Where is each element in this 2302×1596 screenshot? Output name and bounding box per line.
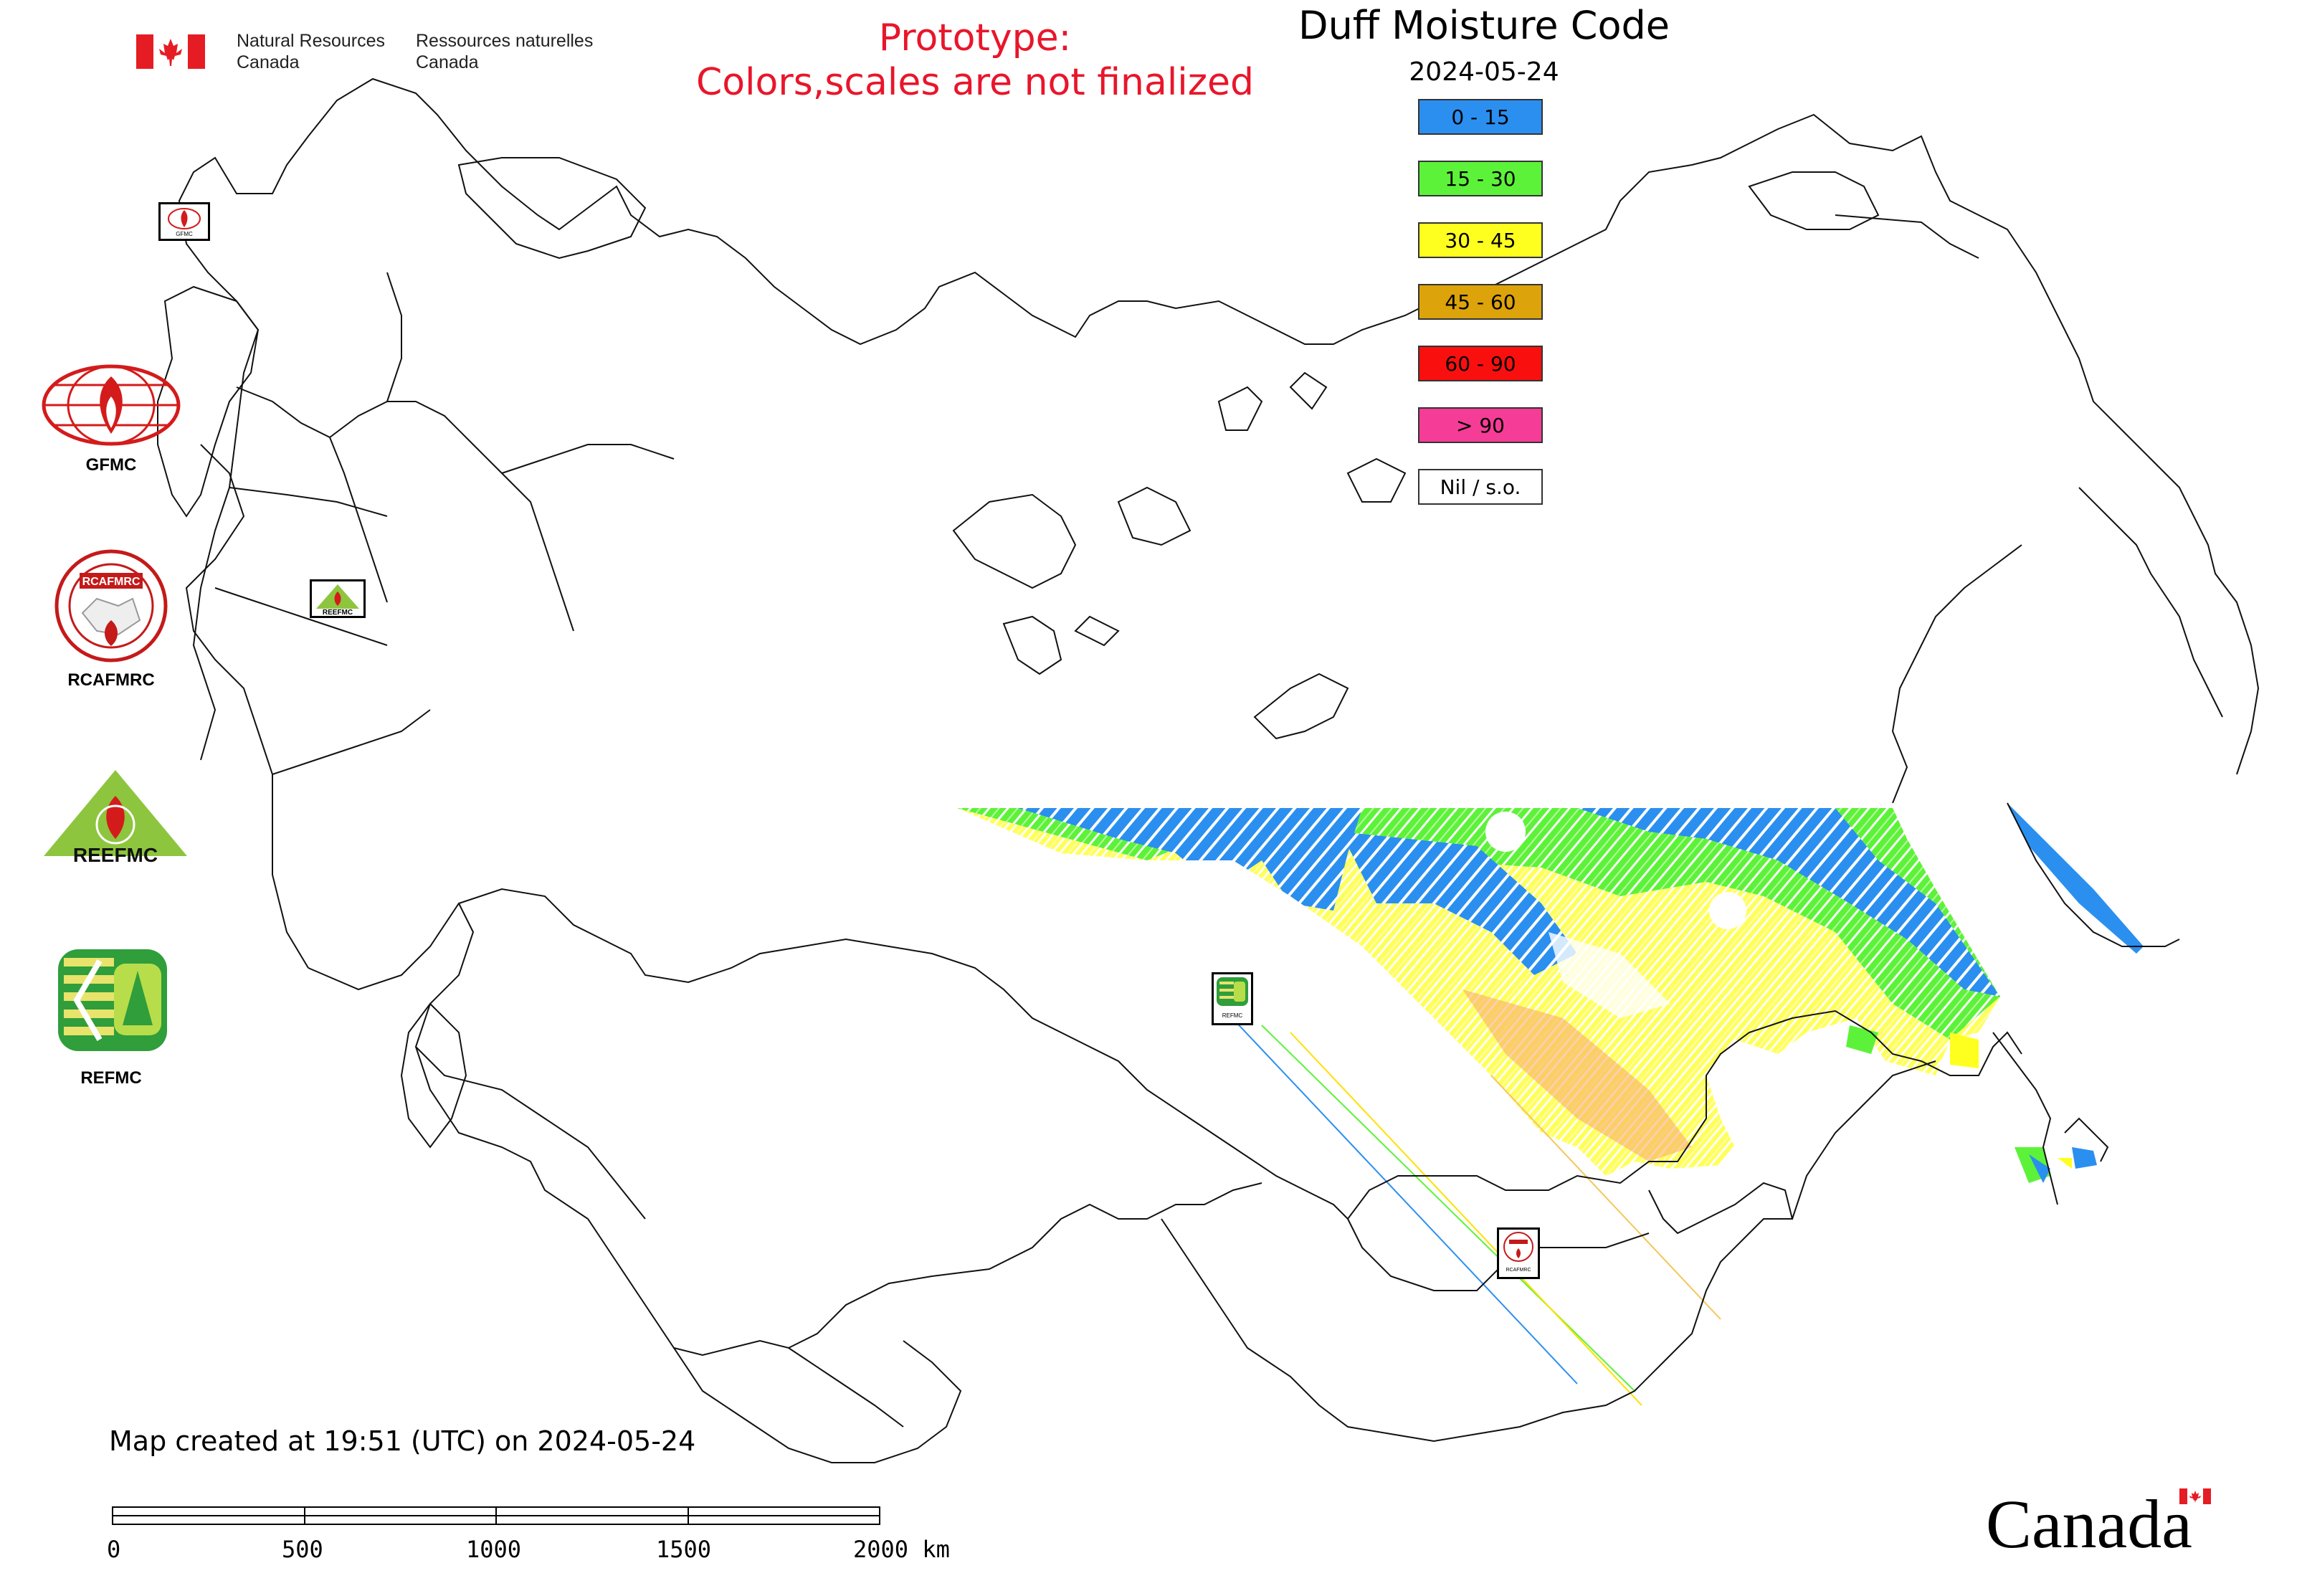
rcafmrc-marker-label: RCAFMRC (1506, 1268, 1531, 1273)
org-name-fr-1: Ressources naturelles (416, 31, 594, 51)
reefmc-logo: REEFMC (44, 770, 187, 866)
side-logo-gfmc: GFMC (39, 362, 183, 477)
dmc-raster (957, 808, 2000, 1176)
gfmc-marker-icon: GFMC (168, 208, 201, 237)
rcafmrc-logo: RCAFMRC (54, 549, 168, 662)
map-marker-rcafmrc: RCAFMRC (1497, 1227, 1540, 1279)
canada-wordmark-text: Canada (1986, 1486, 2192, 1562)
dmc-east-coast (1846, 803, 2144, 1183)
side-logo-refmc: REFMC (39, 946, 183, 1090)
reefmc-marker-icon: REEFMC (316, 584, 359, 617)
org-name-en-2: Canada (237, 52, 300, 72)
map-marker-reefmc: REEFMC (310, 579, 366, 618)
map-marker-gfmc: GFMC (158, 202, 210, 241)
map-marker-refmc: REFMC (1212, 972, 1253, 1025)
dmc-streak-lines (1218, 1003, 1721, 1406)
map-created-note: Map created at 19:51 (UTC) on 2024-05-24 (109, 1425, 696, 1457)
map-title: Duff Moisture Code (1298, 3, 1670, 48)
legend-item-label: 30 - 45 (1445, 228, 1516, 252)
svg-text:RCAFMRC: RCAFMRC (82, 576, 141, 588)
side-logo-label: REFMC (80, 1068, 142, 1088)
gfmc-logo (42, 364, 181, 446)
legend-item-label: 60 - 90 (1445, 351, 1516, 376)
side-logo-label: GFMC (85, 455, 137, 475)
scale-tick-1000: 1000 (466, 1536, 522, 1563)
legend-item: 45 - 60 (1418, 284, 1543, 320)
org-name-fr-2: Canada (416, 52, 479, 72)
scale-bar: 0 500 1000 1500 2000 km (107, 1506, 971, 1570)
legend-item: > 90 (1418, 407, 1543, 443)
reefmc-marker-label: REEFMC (323, 609, 353, 616)
canada-flag-icon (136, 34, 205, 69)
refmc-marker-icon: REFMC (1217, 977, 1248, 1019)
legend-item: 15 - 30 (1418, 161, 1543, 196)
legend-item-label: > 90 (1456, 413, 1505, 437)
wordmark-flag-icon (2179, 1488, 2211, 1504)
legend-item: 30 - 45 (1418, 222, 1543, 258)
scale-tick-2000: 2000 km (853, 1536, 950, 1563)
scale-tick-1500: 1500 (656, 1536, 712, 1563)
map-date: 2024-05-24 (1409, 57, 1559, 87)
reefmc-logo-text: REEFMC (73, 844, 158, 866)
refmc-logo (58, 949, 167, 1051)
prototype-line-1: Prototype: (878, 16, 1072, 60)
legend: 0 - 15 15 - 30 30 - 45 45 - 60 60 - 90 > 90 Ni… (1418, 99, 1547, 515)
side-logo-reefmc: REEFMC (39, 767, 197, 875)
legend-item-label: 15 - 30 (1445, 166, 1516, 191)
legend-item-label: 0 - 15 (1451, 105, 1510, 129)
side-logo-label: RCAFMRC (67, 670, 155, 690)
side-logo-rcafmrc: RCAFMRC RCAFMRC (39, 548, 183, 692)
prototype-warning: Prototype: Colors,scales are not finaliz… (645, 16, 1305, 105)
legend-item-label: 45 - 60 (1445, 290, 1516, 314)
country-boundaries (157, 77, 2260, 1463)
rcafmrc-marker-icon: RCAFMRC (1503, 1232, 1533, 1273)
refmc-marker-label: REFMC (1222, 1012, 1243, 1019)
legend-item-label: Nil / s.o. (1440, 475, 1521, 499)
scale-tick-0: 0 (107, 1536, 121, 1563)
scale-tick-500: 500 (282, 1536, 323, 1563)
prototype-line-2: Colors,scales are not finalized (695, 61, 1255, 104)
legend-item: Nil / s.o. (1418, 469, 1543, 505)
canada-wordmark: Canada (1986, 1484, 2244, 1570)
scale-bar-graphic (112, 1506, 880, 1525)
gfmc-marker-label: GFMC (176, 231, 193, 237)
legend-item: 0 - 15 (1418, 99, 1543, 135)
legend-item: 60 - 90 (1418, 346, 1543, 381)
nrcan-signature: Natural Resources Canada Ressources natu… (136, 30, 595, 75)
org-name-en-1: Natural Resources (237, 31, 386, 51)
